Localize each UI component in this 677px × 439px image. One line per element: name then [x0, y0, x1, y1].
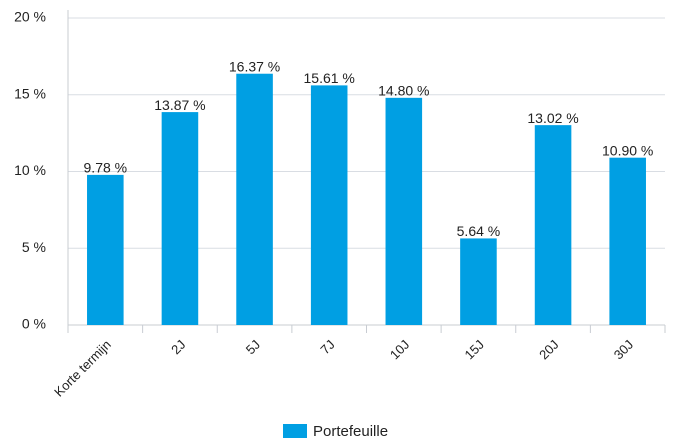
x-tick-label: 2J	[168, 337, 188, 357]
value-label: 9.78 %	[84, 160, 128, 176]
y-tick-label: 20 %	[14, 9, 46, 25]
legend-label: Portefeuille	[313, 423, 388, 439]
bar	[609, 157, 646, 325]
x-tick-label: Korte termijn	[51, 337, 114, 400]
bar	[385, 97, 423, 325]
y-tick-label: 0 %	[22, 316, 46, 332]
value-label: 15.61 %	[304, 70, 355, 86]
x-tick-label: 7J	[317, 337, 337, 357]
bar	[460, 238, 497, 325]
x-tick-label: 5J	[243, 337, 263, 357]
legend-swatch	[283, 424, 307, 438]
bar	[236, 73, 273, 326]
x-tick-label: 30J	[611, 337, 636, 362]
x-tick-label: 15J	[462, 337, 487, 362]
bar	[87, 174, 124, 325]
y-tick-label: 10 %	[14, 162, 46, 178]
x-tick-label: 20J	[536, 337, 561, 362]
value-label: 10.90 %	[602, 142, 653, 158]
x-tick-label: 10J	[387, 337, 412, 362]
value-label: 5.64 %	[457, 223, 501, 239]
value-label: 13.87 %	[154, 97, 205, 113]
y-tick-label: 15 %	[14, 85, 46, 101]
y-tick-label: 5 %	[22, 239, 46, 255]
value-label: 16.37 %	[229, 58, 280, 74]
value-label: 13.02 %	[527, 110, 578, 126]
bar	[310, 85, 348, 325]
bar	[534, 125, 572, 325]
value-label: 14.80 %	[378, 83, 429, 99]
bar	[161, 112, 199, 326]
